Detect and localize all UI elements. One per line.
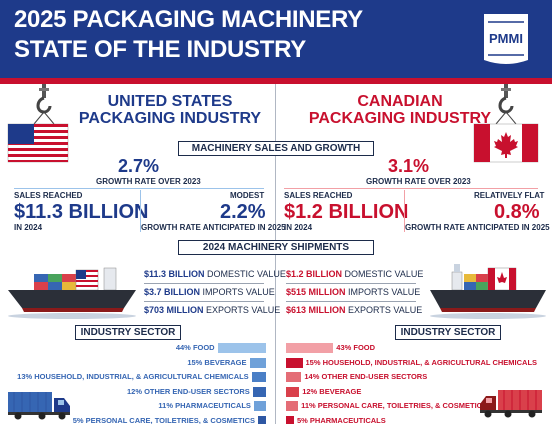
ca-ship-sep bbox=[286, 283, 416, 284]
hook-icon bbox=[33, 84, 55, 125]
us-forecast-desc: GROWTH RATE ANTICIPATED IN 2025 bbox=[141, 223, 286, 232]
us-title-line2: PACKAGING INDUSTRY bbox=[78, 110, 262, 127]
ca-sector-label: 14% OTHER END-USER SECTORS bbox=[304, 372, 428, 381]
us-forecast-label: MODEST bbox=[230, 191, 265, 200]
ca-sector-bar bbox=[286, 343, 334, 353]
hook-icon bbox=[495, 84, 517, 125]
us-sales-value: $11.3 BILLION bbox=[14, 201, 149, 223]
us-vrule bbox=[140, 190, 141, 232]
sales-section-header: MACHINERY SALES AND GROWTH bbox=[178, 141, 374, 156]
ca-forecast-pct: 0.8% bbox=[494, 201, 540, 223]
truck-icon bbox=[8, 392, 70, 420]
ca-ship-imports: $515 MILLION IMPORTS VALUE bbox=[286, 287, 421, 297]
ca-section-title: CANADIAN PACKAGING INDUSTRY bbox=[290, 93, 510, 127]
us-sector-bar bbox=[258, 415, 266, 424]
us-sector-bar bbox=[217, 343, 266, 353]
us-sector-bar bbox=[249, 357, 266, 368]
ca-growth-pct: 3.1% bbox=[388, 156, 430, 176]
ca-sector-label: 12% BEVERAGE bbox=[302, 386, 362, 396]
ca-sector-label: 15% HOUSEHOLD, INDUSTRIAL, & AGRICULTURA… bbox=[305, 357, 538, 367]
ca-title-line1: CANADIAN bbox=[357, 93, 443, 110]
ca-ship-exports: $613 MILLION EXPORTS VALUE bbox=[286, 305, 423, 315]
header-banner: 2025 PACKAGING MACHINERY STATE OF THE IN… bbox=[0, 0, 552, 78]
us-sector-label: 44% FOOD bbox=[175, 343, 215, 352]
us-sector-bar bbox=[251, 372, 266, 382]
us-sales-label: SALES REACHED bbox=[14, 191, 83, 200]
us-sector-label: 11% PHARMACEUTICALS bbox=[158, 401, 251, 410]
ca-sector-header: INDUSTRY SECTOR bbox=[395, 325, 501, 340]
page-title-line2: STATE OF THE INDUSTRY bbox=[14, 36, 306, 63]
us-sector-bar bbox=[252, 386, 266, 397]
ca-sales-label: SALES REACHED bbox=[284, 191, 353, 200]
us-forecast-pct: 2.2% bbox=[220, 201, 266, 223]
shipments-section-header: 2024 MACHINERY SHIPMENTS bbox=[178, 240, 374, 255]
us-ship-imports: $3.7 BILLION IMPORTS VALUE bbox=[144, 287, 275, 297]
ca-sales-year: IN 2024 bbox=[284, 223, 313, 232]
us-sales-year: IN 2024 bbox=[14, 223, 43, 232]
ca-sales-value: $1.2 BILLION bbox=[284, 201, 409, 223]
us-ship-sep bbox=[144, 283, 264, 284]
us-flag-icon bbox=[7, 123, 69, 163]
us-sector-label: 12% OTHER END-USER SECTORS bbox=[127, 386, 250, 396]
ca-rule bbox=[284, 188, 538, 189]
cargo-ship-icon bbox=[8, 267, 136, 319]
logo-text: PMMI bbox=[489, 31, 523, 46]
us-section-title: UNITED STATES PACKAGING INDUSTRY bbox=[60, 93, 280, 127]
ca-sector-bar bbox=[286, 386, 300, 397]
cargo-ship-icon bbox=[430, 264, 546, 319]
us-ship-sep bbox=[144, 301, 264, 302]
ca-sector-label: 43% FOOD bbox=[336, 343, 376, 352]
ca-vrule bbox=[404, 190, 405, 232]
ca-ship-domestic: $1.2 BILLION DOMESTIC VALUE bbox=[286, 269, 424, 279]
us-title-line1: UNITED STATES bbox=[107, 93, 233, 110]
canada-flag-icon bbox=[473, 123, 539, 163]
ca-sector-bar bbox=[286, 357, 303, 368]
header-accent-bar bbox=[0, 78, 552, 84]
ca-sector-bar bbox=[286, 372, 302, 382]
us-growth-label: GROWTH RATE OVER 2023 bbox=[96, 177, 201, 186]
page-title-line1: 2025 PACKAGING MACHINERY bbox=[14, 6, 363, 33]
ca-sector-bar bbox=[286, 401, 299, 411]
pmmi-logo: PMMI bbox=[476, 10, 536, 68]
us-rule bbox=[14, 188, 264, 189]
ca-growth-label: GROWTH RATE OVER 2023 bbox=[366, 177, 471, 186]
us-growth-pct: 2.7% bbox=[118, 156, 160, 176]
us-sector-label: 5% PERSONAL CARE, TOILETRIES, & COSMETIC… bbox=[72, 415, 255, 424]
ca-sector-label: 5% PHARMACEUTICALS bbox=[297, 415, 386, 424]
us-sector-label: 15% BEVERAGE bbox=[187, 357, 247, 367]
us-sector-bar bbox=[253, 401, 266, 411]
us-sector-header: INDUSTRY SECTOR bbox=[75, 325, 181, 340]
us-ship-exports: $703 MILLION EXPORTS VALUE bbox=[144, 305, 281, 315]
ca-ship-sep bbox=[286, 301, 416, 302]
truck-icon bbox=[480, 390, 542, 418]
ca-title-line2: PACKAGING INDUSTRY bbox=[308, 110, 492, 127]
ca-sector-label: 11% PERSONAL CARE, TOILETRIES, & COSMETI… bbox=[301, 401, 488, 410]
ca-forecast-label: RELATIVELY FLAT bbox=[474, 191, 545, 200]
ca-sector-bar bbox=[286, 415, 294, 424]
us-ship-domestic: $11.3 BILLION DOMESTIC VALUE bbox=[144, 269, 286, 279]
ca-forecast-desc: GROWTH RATE ANTICIPATED IN 2025 bbox=[405, 223, 550, 232]
us-sector-label: 13% HOUSEHOLD, INDUSTRIAL, & AGRICULTURA… bbox=[17, 372, 249, 381]
